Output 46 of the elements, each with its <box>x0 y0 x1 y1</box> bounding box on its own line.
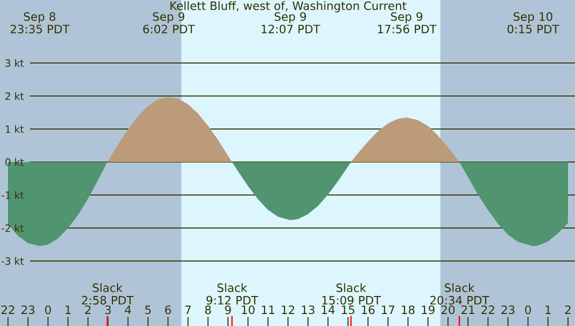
ref-line-label: Slack 20:34 PDT <box>430 283 490 305</box>
x-tick-label: 15 <box>342 306 354 314</box>
x-tick-label: 4 <box>124 306 132 314</box>
x-tick-label: 13 <box>302 305 314 314</box>
x-tick-label: 16 <box>362 305 375 314</box>
x-tick-label: 1 <box>546 306 551 314</box>
x-tick-label: 3 <box>105 305 111 314</box>
x2-tick-label: Sep 9 17:56 PDT <box>378 12 437 34</box>
x-tick-label: 2 <box>565 305 571 314</box>
x-tick-label: 19 <box>422 305 435 314</box>
x-tick-label: 7 <box>185 306 191 314</box>
y-tick-label: 3 kt <box>5 59 24 67</box>
x-tick-label: 20 <box>442 305 455 314</box>
x2-tick-label: Sep 9 6:02 PDT <box>143 12 195 34</box>
x-tick-label: 0 <box>45 305 51 314</box>
x2-tick-label: Sep 10 0:15 PDT <box>508 12 560 34</box>
x-tick-label: 5 <box>145 306 151 314</box>
x-tick-label: 12 <box>282 305 294 314</box>
x-tick-label: 14 <box>322 306 335 314</box>
x-tick-label: 2 <box>85 305 91 314</box>
x-tick-label: 22 <box>482 305 494 314</box>
x-tick-label: 18 <box>402 305 415 314</box>
y-tick-label: 0 kt <box>5 158 24 166</box>
ref-line-label: Slack 9:12 PDT <box>206 283 258 305</box>
ref-line-label: Slack 2:58 PDT <box>82 283 134 305</box>
y-tick-label: -2 kt <box>2 224 24 232</box>
x-tick-label: 9 <box>225 305 231 314</box>
x-tick-label: 6 <box>165 305 171 314</box>
y-tick-label: -3 kt <box>2 257 24 265</box>
chart-title: Kellett Bluff, west of, Washington Current <box>170 1 406 12</box>
x-tick-label: 21 <box>462 305 474 314</box>
x-tick-label: 22 <box>2 305 14 314</box>
x-tick-label: 8 <box>205 305 211 314</box>
x-tick-label: 17 <box>382 306 394 314</box>
x-tick-label: 10 <box>242 305 255 314</box>
x-tick-label: 23 <box>502 305 514 314</box>
x-tick-label: 0 <box>525 305 531 314</box>
x-tick-label: 23 <box>22 305 34 314</box>
y-tick-label: -1 kt <box>2 191 24 199</box>
x-tick-label: 1 <box>66 306 71 314</box>
y-tick-label: 1 kt <box>6 125 24 133</box>
ref-line-label: Slack 15:09 PDT <box>322 283 381 305</box>
x-tick-label: 11 <box>262 306 274 314</box>
x2-tick-label: Sep 9 12:07 PDT <box>262 12 320 34</box>
x2-tick-label: Sep 8 23:35 PDT <box>10 12 70 34</box>
y-tick-label: 2 kt <box>5 92 24 100</box>
